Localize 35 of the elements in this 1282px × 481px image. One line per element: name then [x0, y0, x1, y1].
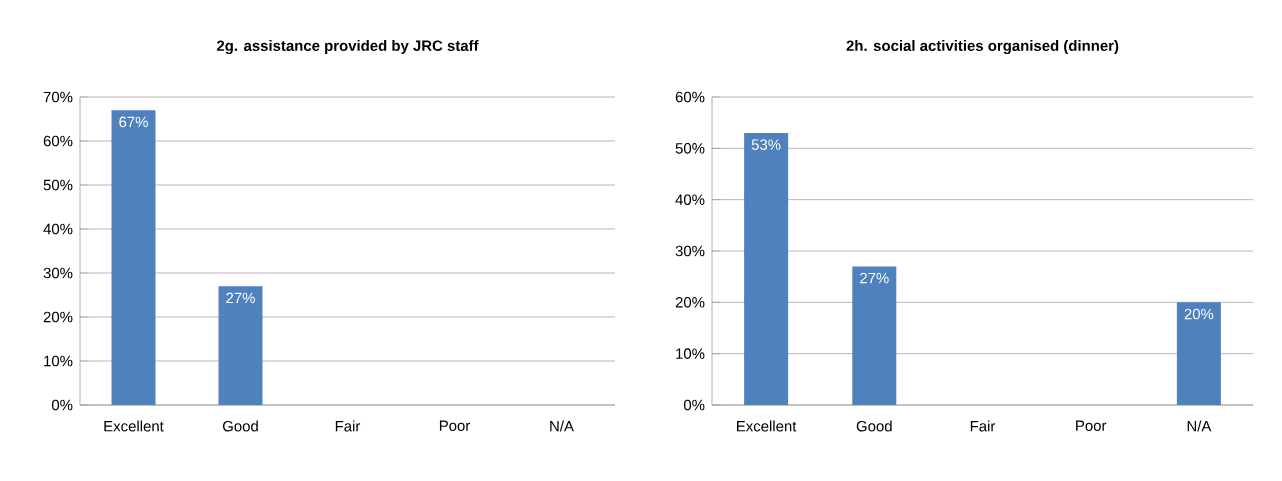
x-tick-label: Fair — [970, 420, 996, 432]
y-tick-label: 10% — [676, 348, 705, 359]
data-label: 27% — [226, 292, 255, 304]
y-tick-label: 30% — [675, 245, 705, 257]
data-label: 20% — [1184, 308, 1214, 320]
chart-title: 2g. assistance provided by JRC staff — [216, 40, 479, 55]
x-tick-label: Poor — [1076, 420, 1107, 431]
y-tick-label: 60% — [675, 91, 705, 103]
y-tick-label: 0% — [683, 399, 705, 411]
y-tick-label: 70% — [43, 91, 73, 103]
x-tick-label: N/A — [1187, 420, 1212, 432]
x-tick-label: N/A — [550, 420, 574, 432]
y-tick-label: 10% — [44, 355, 73, 367]
x-tick-label: Good — [222, 420, 258, 432]
x-tick-label: Fair — [335, 420, 361, 432]
data-label: 67% — [119, 116, 148, 128]
x-tick-label: Good — [856, 420, 892, 432]
y-tick-label: 40% — [675, 194, 705, 205]
y-tick-label: 50% — [675, 143, 705, 154]
x-tick-label: Excellent — [104, 420, 164, 432]
y-tick-label: 0% — [51, 399, 73, 411]
y-tick-label: 50% — [43, 179, 73, 191]
y-tick-label: 40% — [43, 223, 73, 235]
bar — [744, 132, 789, 405]
bar — [852, 266, 897, 405]
x-tick-label: Poor — [439, 420, 471, 431]
data-label: 27% — [860, 272, 889, 284]
y-tick-label: 60% — [43, 135, 73, 147]
chart-title: 2h. social activities organised (dinner) — [846, 40, 1119, 55]
y-tick-label: 20% — [43, 311, 73, 323]
y-tick-label: 20% — [675, 297, 705, 308]
y-tick-label: 30% — [43, 267, 73, 279]
bar — [1176, 302, 1221, 405]
data-label: 53% — [751, 139, 781, 150]
x-tick-label: Excellent — [737, 420, 797, 432]
